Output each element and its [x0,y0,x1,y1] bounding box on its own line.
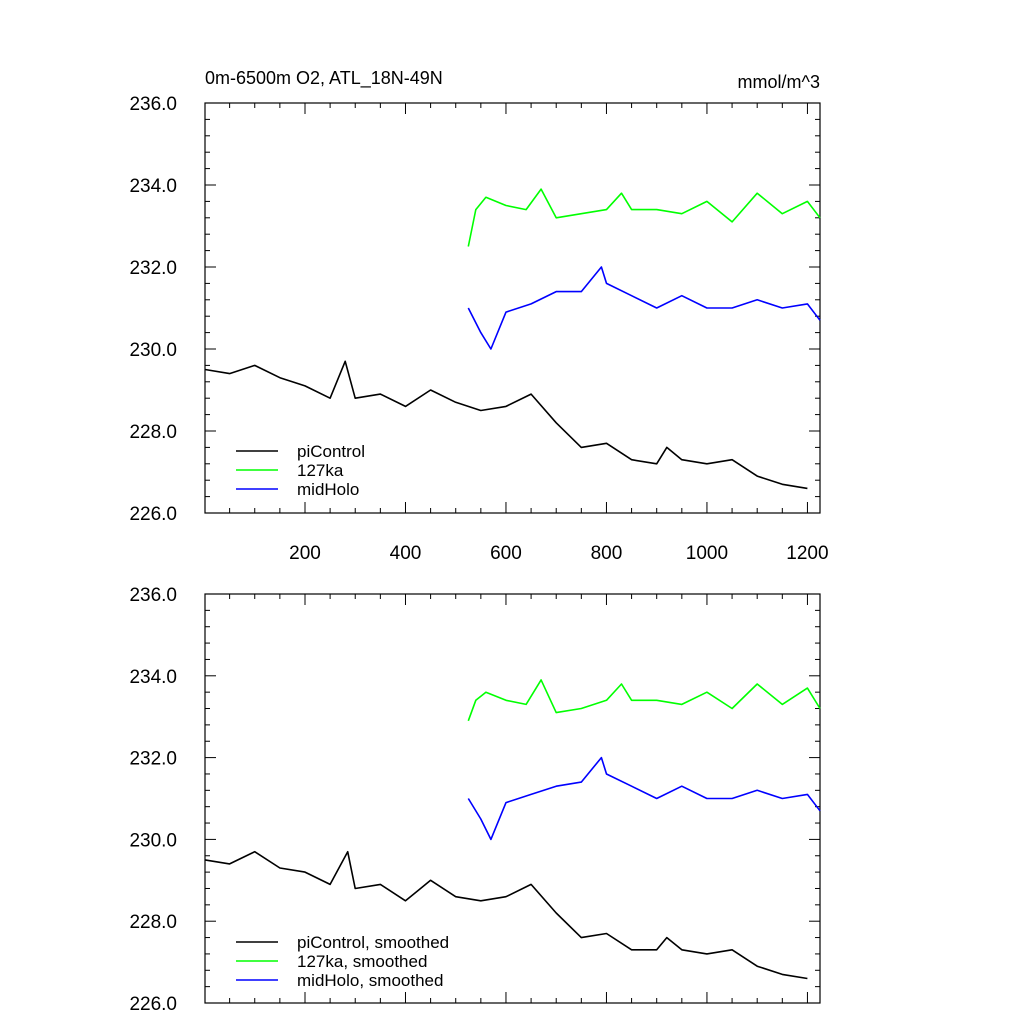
y-tick-label: 236.0 [129,94,177,115]
legend-label: 127ka, smoothed [297,952,427,971]
legend-label: midHolo [297,480,359,499]
chart-title: 0m-6500m O2, ATL_18N-49N [205,68,443,89]
x-tick-label: 1000 [686,543,728,564]
series-line-1 [204,850,808,980]
plot-frame-1 [204,102,821,514]
legend-label: 127ka [297,461,344,480]
y-tick-label: 232.0 [129,749,177,770]
y-tick-label: 232.0 [129,258,177,279]
y-tick-label: 234.0 [129,176,177,197]
legend-label: piControl, smoothed [297,933,449,952]
x-tick-label: 400 [390,543,422,564]
y-tick-label: 226.0 [129,504,177,525]
x-tick-label: 1200 [786,543,828,564]
y-tick-label: 234.0 [129,667,177,688]
series-line-3 [467,756,821,841]
series-line-1 [204,360,808,490]
y-tick-label: 230.0 [129,830,177,851]
y-tick-label: 228.0 [129,422,177,443]
series-line-3 [467,266,821,350]
y-tick-label: 228.0 [129,912,177,933]
x-tick-label: 200 [289,543,321,564]
y-tick-label: 226.0 [129,994,177,1015]
series-line-2 [467,679,821,722]
units-label: mmol/m^3 [738,72,820,92]
plot-frame-2 [204,593,821,1004]
legend-label: piControl [297,442,365,461]
y-tick-label: 236.0 [129,585,177,606]
series-line-2 [467,188,821,247]
y-tick-label: 230.0 [129,340,177,361]
x-tick-label: 800 [591,543,623,564]
x-tick-label: 600 [490,543,522,564]
legend-label: midHolo, smoothed [297,971,443,990]
